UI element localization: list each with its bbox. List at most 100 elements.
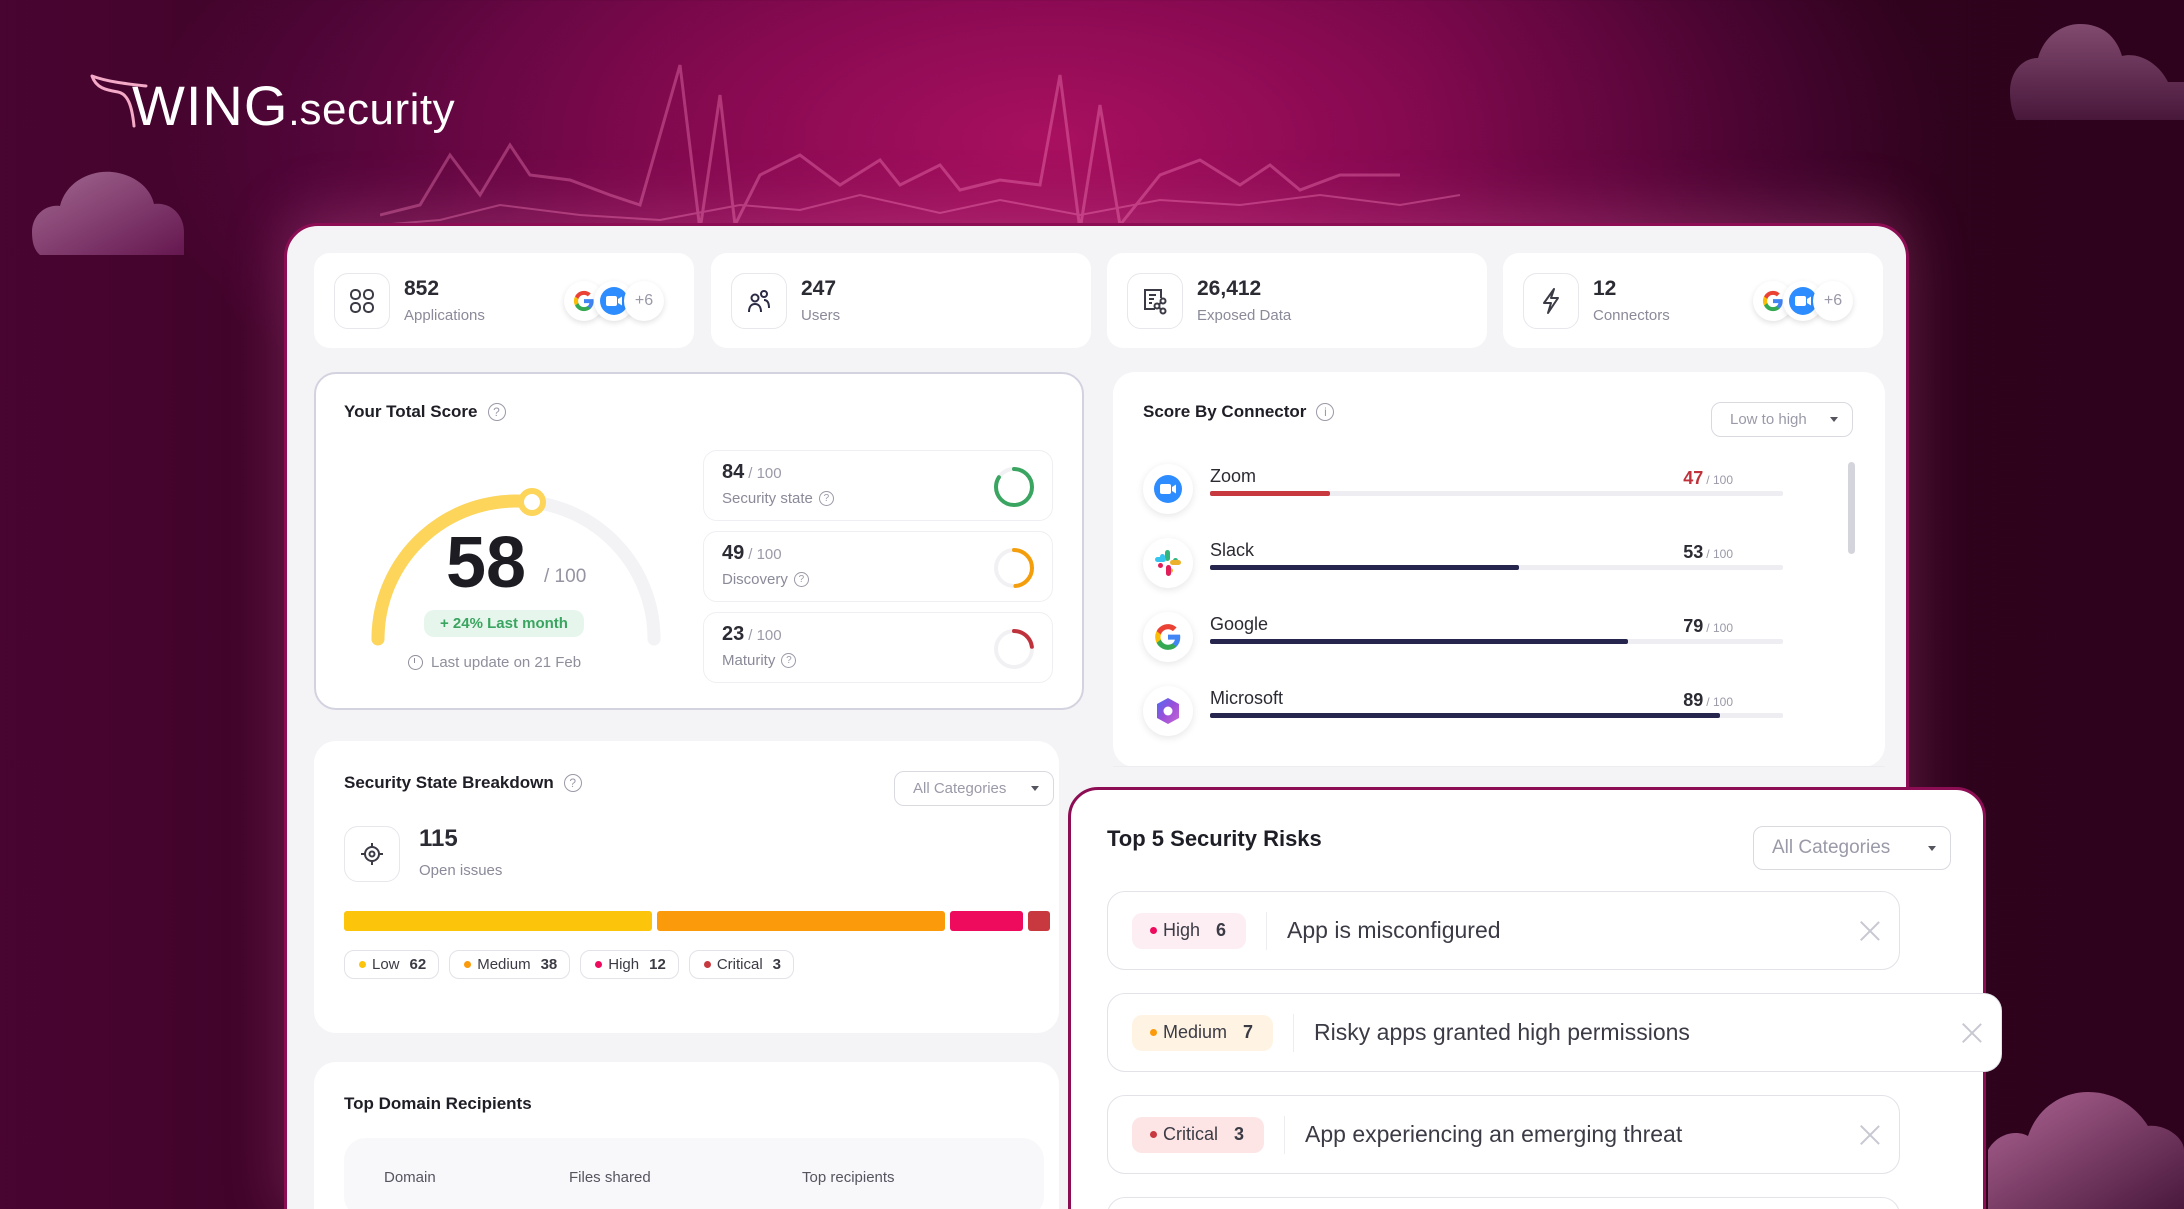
category-dropdown-value: All Categories bbox=[913, 780, 1007, 797]
stat-card-users[interactable]: 247 Users bbox=[711, 253, 1091, 348]
sub-score-maturity[interactable]: 23/ 100 Maturity? bbox=[703, 612, 1053, 683]
risk-category-dropdown[interactable]: All Categories bbox=[1753, 826, 1951, 870]
total-score-card: Your Total Score ? 58 / 100 + 24% Last m… bbox=[314, 372, 1084, 710]
sub-score-discovery[interactable]: 49/ 100 Discovery? bbox=[703, 531, 1053, 602]
sub-score-value: 23 bbox=[722, 623, 745, 645]
dot-icon bbox=[1150, 1131, 1157, 1138]
column-header-files-shared[interactable]: Files shared bbox=[569, 1169, 651, 1186]
heartbeat-line-decoration bbox=[380, 64, 1461, 230]
dot-icon bbox=[595, 961, 603, 968]
risk-row[interactable]: Medium 7 Risky apps granted high permiss… bbox=[1107, 993, 2002, 1072]
divider bbox=[1293, 1013, 1295, 1052]
help-icon[interactable]: ? bbox=[487, 403, 506, 421]
connector-score-value: 47 bbox=[1683, 468, 1704, 488]
sort-dropdown-value: Low to high bbox=[1730, 411, 1807, 428]
stat-card-connectors[interactable]: 12 Connectors +6 bbox=[1503, 253, 1883, 348]
risk-row[interactable] bbox=[1107, 1197, 1900, 1209]
help-icon[interactable]: ? bbox=[818, 491, 834, 506]
stat-value: 12 bbox=[1593, 277, 1617, 300]
connector-row-zoom[interactable]: Zoom 47/ 100 bbox=[1143, 464, 1783, 524]
open-issues-count: 115 bbox=[419, 825, 458, 852]
severity-segment-low[interactable] bbox=[344, 911, 652, 931]
close-icon[interactable] bbox=[1961, 1022, 1983, 1044]
document-share-icon bbox=[1127, 272, 1183, 329]
legend-count: 3 bbox=[772, 956, 781, 973]
scrollbar[interactable] bbox=[1848, 462, 1855, 554]
connector-progress-fill bbox=[1210, 639, 1629, 644]
severity-label: Critical bbox=[1163, 1124, 1219, 1144]
legend-high[interactable]: High 12 bbox=[580, 950, 679, 979]
risk-title: App experiencing an emerging threat bbox=[1305, 1121, 1683, 1147]
connector-row-microsoft[interactable]: Microsoft 89/ 100 bbox=[1143, 686, 1783, 746]
security-state-breakdown-card: Security State Breakdown ? All Categorie… bbox=[314, 741, 1059, 1033]
legend-count: 12 bbox=[649, 956, 666, 973]
score-by-connector-card: Score By Connector i Low to high Zoom 47… bbox=[1113, 372, 1885, 767]
sub-score-max: / 100 bbox=[748, 546, 782, 563]
connector-card-title: Score By Connector i bbox=[1143, 402, 1335, 422]
more-count: +6 bbox=[1813, 280, 1853, 321]
severity-label: Medium bbox=[1163, 1022, 1228, 1042]
dot-icon bbox=[464, 961, 472, 968]
divider bbox=[1113, 765, 1885, 767]
risks-card-title: Top 5 Security Risks bbox=[1107, 826, 1322, 852]
severity-count: 7 bbox=[1243, 1022, 1254, 1042]
dot-icon bbox=[703, 961, 711, 968]
connector-row-google[interactable]: Google 79/ 100 bbox=[1143, 612, 1783, 672]
lightning-icon bbox=[1523, 272, 1579, 329]
legend-medium[interactable]: Medium 38 bbox=[449, 950, 571, 979]
connector-name: Slack bbox=[1210, 540, 1255, 560]
info-icon[interactable]: i bbox=[1316, 403, 1335, 421]
zoom-logo-icon bbox=[1783, 280, 1823, 321]
connector-score: 79/ 100 bbox=[1683, 616, 1733, 637]
risk-row[interactable]: High 6 App is misconfigured bbox=[1107, 891, 1900, 970]
progress-ring-green bbox=[994, 467, 1034, 507]
severity-segment-medium[interactable] bbox=[656, 911, 945, 931]
chevron-down-icon bbox=[1031, 786, 1039, 791]
progress-ring-orange bbox=[994, 548, 1034, 588]
connector-score-value: 79 bbox=[1683, 616, 1704, 636]
severity-bar bbox=[344, 911, 1050, 931]
legend-count: 62 bbox=[409, 956, 427, 973]
column-header-domain[interactable]: Domain bbox=[384, 1169, 436, 1186]
microsoft-logo-icon bbox=[1143, 686, 1193, 736]
severity-label: High bbox=[1163, 920, 1201, 940]
risk-row[interactable]: Critical 3 App experiencing an emerging … bbox=[1107, 1095, 1900, 1174]
connector-row-slack[interactable]: Slack 53/ 100 bbox=[1143, 538, 1783, 598]
more-count: +6 bbox=[624, 280, 664, 321]
trend-badge: + 24% Last month bbox=[424, 610, 584, 637]
connector-score: 53/ 100 bbox=[1683, 542, 1733, 563]
stat-value: 852 bbox=[404, 277, 440, 300]
grid-icon bbox=[334, 272, 390, 329]
target-icon bbox=[344, 826, 400, 882]
last-update: Last update on 21 Feb bbox=[408, 654, 581, 671]
severity-segment-high[interactable] bbox=[949, 911, 1024, 931]
sub-score-label: Discovery bbox=[722, 571, 788, 588]
legend-low[interactable]: Low 62 bbox=[344, 950, 440, 979]
sub-score-security-state[interactable]: 84/ 100 Security state? bbox=[703, 450, 1053, 521]
chevron-down-icon bbox=[1928, 845, 1936, 851]
sub-score-label: Security state bbox=[722, 490, 813, 507]
close-icon[interactable] bbox=[1859, 1124, 1881, 1146]
column-header-top-recipients[interactable]: Top recipients bbox=[802, 1169, 895, 1186]
severity-badge-critical: Critical 3 bbox=[1132, 1116, 1265, 1153]
legend-label: Critical bbox=[716, 956, 763, 973]
severity-badge-high: High 6 bbox=[1132, 912, 1247, 949]
help-icon[interactable]: ? bbox=[781, 653, 797, 668]
help-icon[interactable]: ? bbox=[793, 572, 809, 587]
connector-progress-track bbox=[1210, 565, 1783, 570]
legend-critical[interactable]: Critical 3 bbox=[688, 950, 794, 979]
cloud-decoration-bottom-right bbox=[1988, 1092, 2184, 1209]
sub-score-max: / 100 bbox=[748, 627, 782, 644]
close-icon[interactable] bbox=[1859, 920, 1881, 942]
progress-ring-red bbox=[994, 629, 1034, 669]
stat-card-exposed-data[interactable]: 26,412 Exposed Data bbox=[1107, 253, 1487, 348]
help-icon[interactable]: ? bbox=[563, 774, 582, 792]
top-domain-recipients-card: Top Domain Recipients Domain Files share… bbox=[314, 1062, 1059, 1209]
stat-card-applications[interactable]: 852 Applications +6 bbox=[314, 253, 694, 348]
severity-segment-critical[interactable] bbox=[1028, 911, 1050, 931]
cloud-decoration-top-right bbox=[2010, 24, 2184, 120]
sort-dropdown[interactable]: Low to high bbox=[1711, 402, 1853, 437]
connector-score-max: / 100 bbox=[1706, 547, 1733, 561]
connector-name: Microsoft bbox=[1210, 688, 1284, 708]
category-dropdown[interactable]: All Categories bbox=[894, 771, 1054, 806]
